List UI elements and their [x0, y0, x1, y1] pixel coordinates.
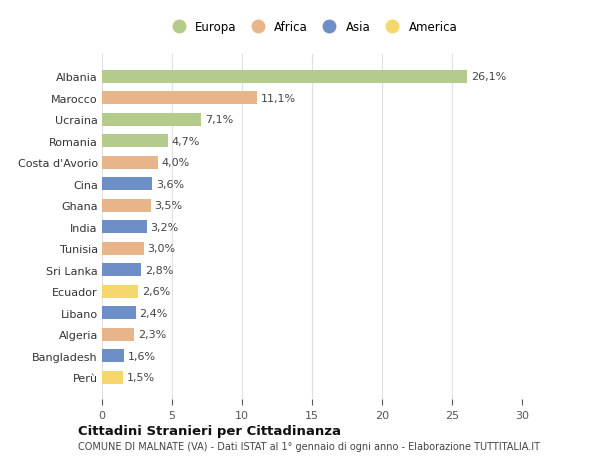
Bar	[102, 371, 123, 384]
Text: Cittadini Stranieri per Cittadinanza: Cittadini Stranieri per Cittadinanza	[78, 424, 341, 437]
Text: 3,0%: 3,0%	[148, 244, 176, 254]
Text: 2,8%: 2,8%	[145, 265, 173, 275]
Text: 2,6%: 2,6%	[142, 286, 170, 297]
Bar	[102, 242, 144, 255]
Text: 4,7%: 4,7%	[172, 136, 200, 146]
Text: 3,2%: 3,2%	[151, 222, 179, 232]
Bar	[102, 135, 168, 148]
Text: 1,6%: 1,6%	[128, 351, 156, 361]
Bar	[102, 307, 136, 319]
Text: 7,1%: 7,1%	[205, 115, 233, 125]
Bar	[102, 349, 124, 362]
Bar	[102, 199, 151, 212]
Text: 3,5%: 3,5%	[155, 201, 182, 211]
Bar	[102, 113, 202, 127]
Legend: Europa, Africa, Asia, America: Europa, Africa, Asia, America	[162, 16, 462, 39]
Bar	[102, 157, 158, 169]
Text: 2,4%: 2,4%	[139, 308, 167, 318]
Bar	[102, 92, 257, 105]
Text: 11,1%: 11,1%	[261, 94, 296, 104]
Text: 2,3%: 2,3%	[138, 330, 166, 339]
Bar	[102, 178, 152, 191]
Bar	[102, 263, 141, 276]
Text: 4,0%: 4,0%	[161, 158, 190, 168]
Text: 1,5%: 1,5%	[127, 372, 155, 382]
Text: COMUNE DI MALNATE (VA) - Dati ISTAT al 1° gennaio di ogni anno - Elaborazione TU: COMUNE DI MALNATE (VA) - Dati ISTAT al 1…	[78, 441, 540, 451]
Text: 3,6%: 3,6%	[156, 179, 184, 189]
Bar	[102, 285, 139, 298]
Bar	[102, 328, 134, 341]
Bar	[102, 221, 147, 234]
Bar	[102, 71, 467, 84]
Text: 26,1%: 26,1%	[471, 72, 506, 82]
